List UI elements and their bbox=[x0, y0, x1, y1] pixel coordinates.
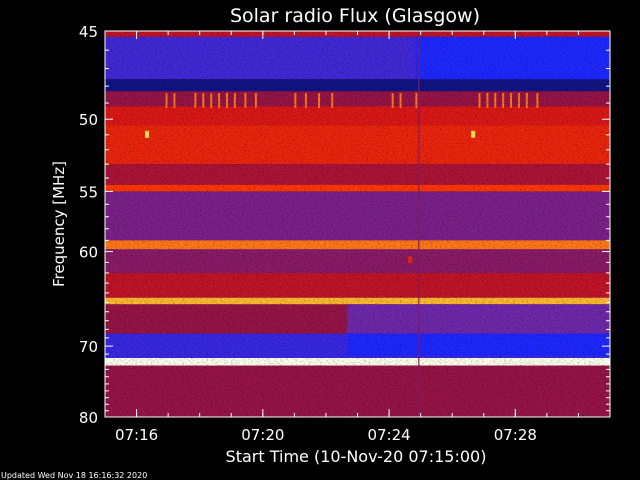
y-tick-label: 55 bbox=[79, 183, 98, 201]
y-tick-label: 80 bbox=[79, 409, 98, 427]
y-axis: 45 50 55 60 70 80 bbox=[79, 23, 610, 427]
x-tick-label: 07:16 bbox=[115, 426, 158, 444]
x-axis-label: Start Time (10-Nov-20 07:15:00) bbox=[226, 447, 487, 466]
x-axis: 07:16 07:20 07:24 07:28 bbox=[115, 31, 579, 444]
x-tick-label: 07:28 bbox=[494, 426, 537, 444]
update-footer: Updated Wed Nov 18 16:16:32 2020 bbox=[1, 471, 147, 480]
y-axis-label: Frequency [MHz] bbox=[50, 161, 68, 287]
x-tick-label: 07:20 bbox=[241, 426, 284, 444]
noise-overlay bbox=[105, 31, 610, 417]
plot-area bbox=[105, 31, 610, 417]
y-tick-label: 60 bbox=[79, 244, 98, 262]
x-tick-label: 07:24 bbox=[367, 426, 410, 444]
chart-title: Solar radio Flux (Glasgow) bbox=[230, 5, 480, 27]
y-tick-label: 50 bbox=[79, 111, 98, 129]
y-tick-label: 70 bbox=[79, 338, 98, 356]
y-tick-label: 45 bbox=[79, 23, 98, 41]
